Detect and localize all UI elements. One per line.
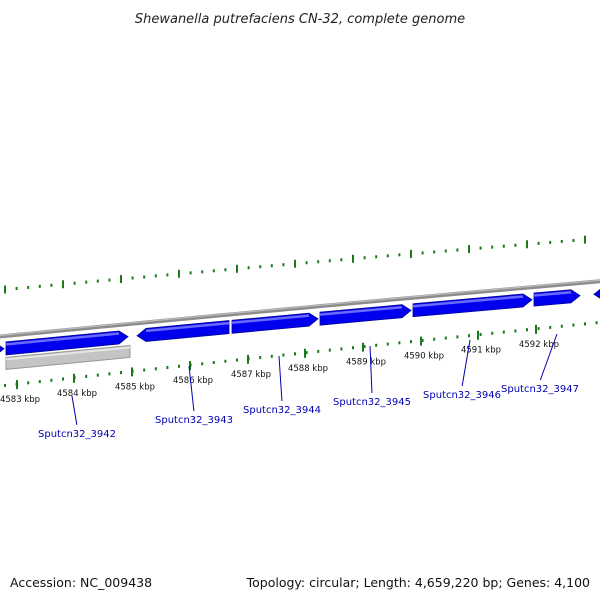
scale-track: 4583 kbp 4584 kbp 4585 kbp 4586 kbp 4587 kbp… [0, 321, 598, 405]
gene-arrow [231, 312, 319, 334]
scale-label: 4583 kbp [0, 395, 40, 405]
gene-leader-line [278, 355, 283, 402]
gene-arrow [5, 330, 129, 356]
gene-arrow [593, 288, 600, 299]
scale-label: 4587 kbp [231, 370, 271, 380]
accession-text: Accession: NC_009438 [10, 575, 152, 590]
scale-label: 4592 kbp [519, 340, 559, 350]
gene-arrow [0, 345, 5, 353]
scale-label: 4585 kbp [115, 382, 155, 392]
scale-label: 4588 kbp [288, 364, 328, 374]
outer-tick-track [4, 235, 586, 294]
scale-label: 4589 kbp [346, 358, 386, 368]
backbone-line [0, 279, 600, 339]
gene-label: Sputcn32_3947 [501, 384, 579, 395]
gene-arrow-highlight [533, 291, 572, 297]
scale-label: 4590 kbp [404, 352, 444, 362]
gene-label: Sputcn32_3943 [155, 415, 233, 426]
gene-leader-line [71, 395, 78, 426]
gene-arrow-highlight [319, 305, 403, 316]
gene-leader-line [188, 365, 195, 412]
gene-arrow-highlight [412, 295, 524, 308]
gray-feature [5, 344, 131, 370]
map-title: Shewanella putrefaciens CN-32, complete … [135, 12, 465, 27]
gene-arrow [412, 293, 533, 318]
gene-leader-line [539, 333, 558, 381]
scale-label: 4584 kbp [57, 389, 97, 399]
gene-arrow-highlight [5, 332, 120, 346]
scale-label: 4591 kbp [461, 346, 501, 356]
gene-label: Sputcn32_3944 [243, 405, 321, 416]
backbone-highlight [0, 279, 600, 337]
gene-label: Sputcn32_3946 [423, 390, 501, 401]
gene-label: Sputcn32_3942 [38, 429, 116, 440]
gene-arrow [319, 304, 412, 326]
gene-leader-line [369, 345, 373, 394]
genome-summary-text: Topology: circular; Length: 4,659,220 bp… [246, 575, 590, 590]
gene-labels: Sputcn32_3942 Sputcn32_3943 Sputcn32_3944 S… [38, 333, 579, 440]
gene-leader-line [461, 339, 471, 387]
gene-arrow-highlight [231, 314, 310, 325]
gene-arrow [533, 289, 581, 307]
gene-track [0, 288, 600, 356]
scale-label: 4586 kbp [173, 376, 213, 386]
gene-arrow-highlight [145, 321, 230, 333]
backbone [0, 279, 600, 339]
gray-feature-highlight [5, 346, 131, 361]
gene-label: Sputcn32_3945 [333, 397, 411, 408]
